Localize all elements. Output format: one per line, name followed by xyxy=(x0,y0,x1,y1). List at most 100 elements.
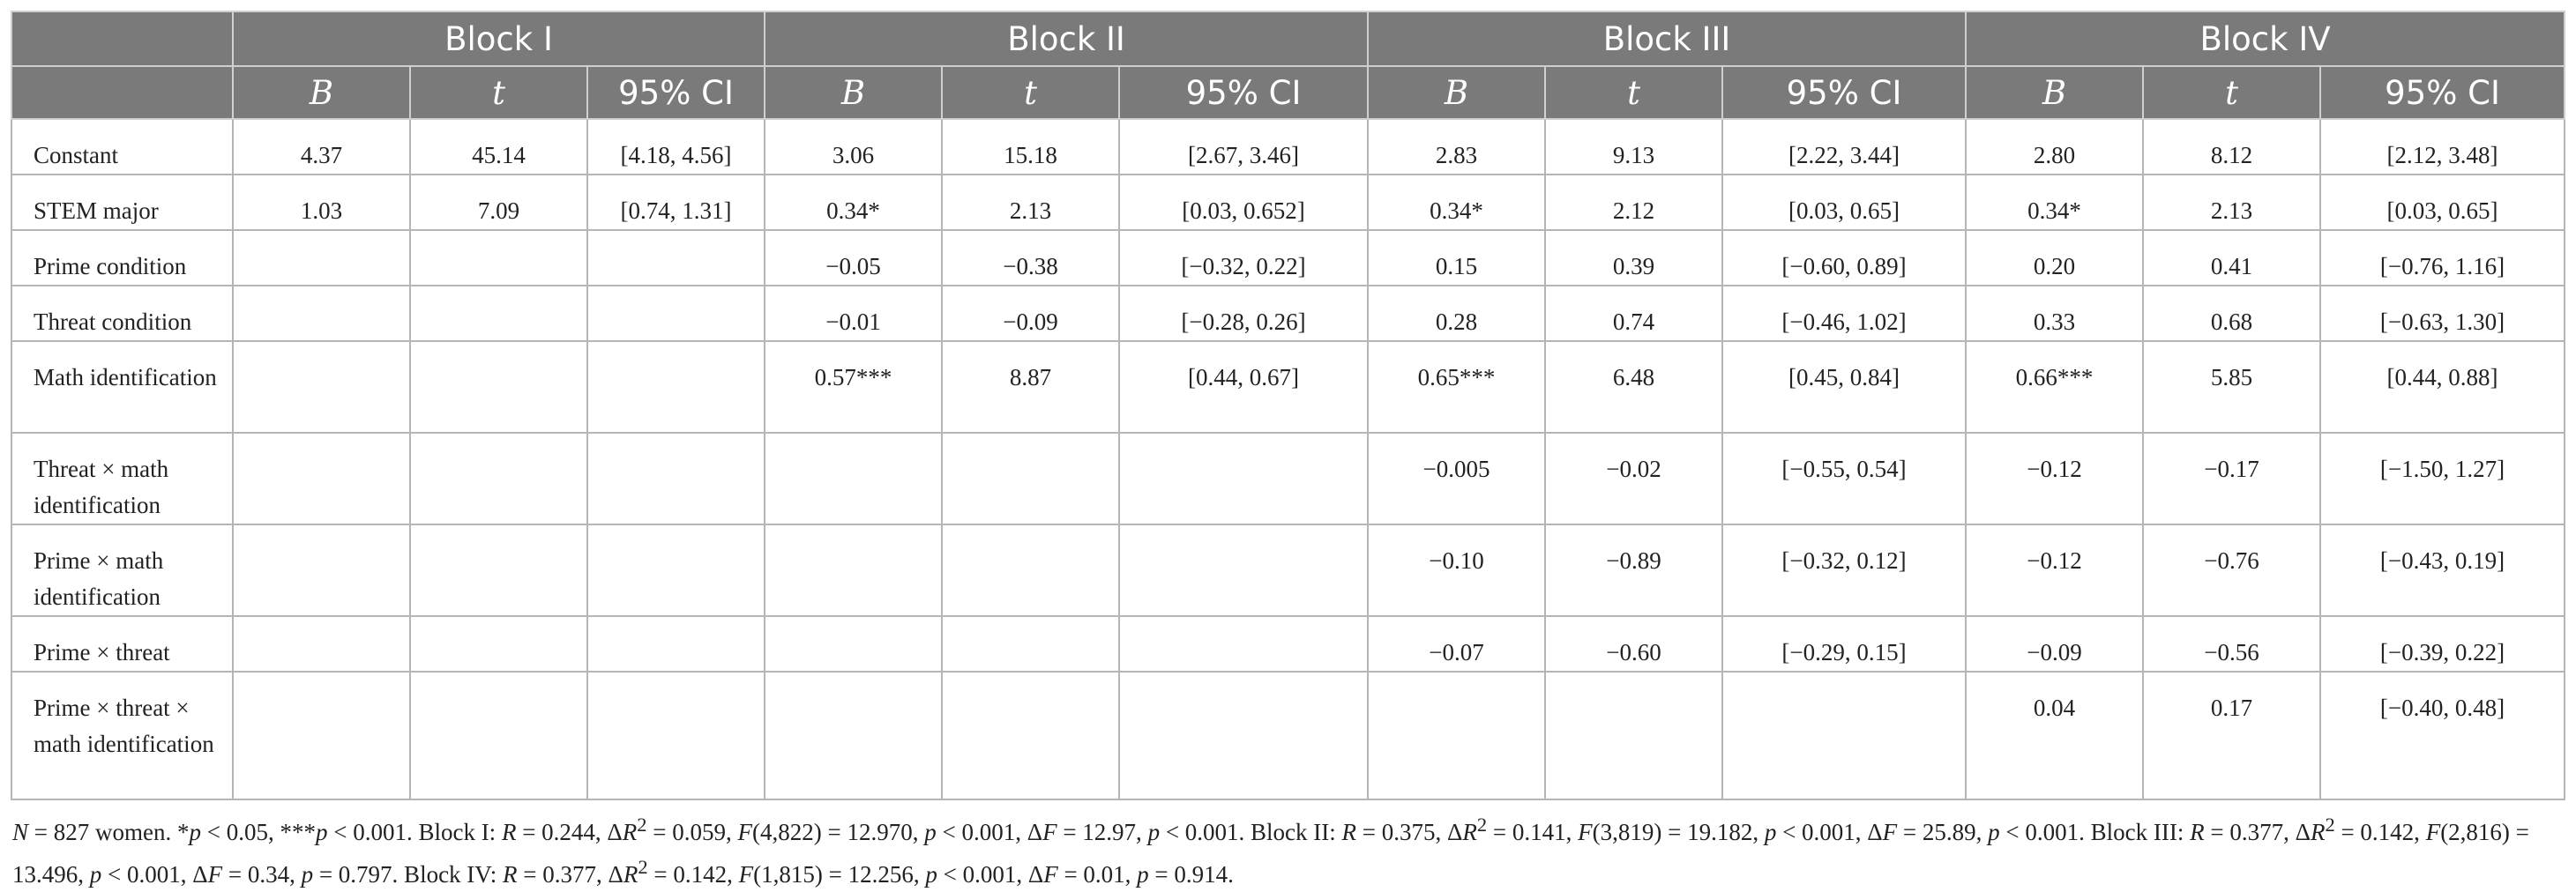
table-cell: 5.85 xyxy=(2142,340,2322,434)
table-cell: [0.03, 0.652] xyxy=(1118,174,1370,231)
table-cell xyxy=(1118,524,1370,617)
table-cell xyxy=(586,340,766,434)
table-cell: −0.09 xyxy=(1965,615,2145,673)
table-cell: [0.03, 0.65] xyxy=(1721,174,1967,231)
table-cell: 2.12 xyxy=(1544,174,1724,231)
table-cell xyxy=(232,229,411,286)
table-cell xyxy=(409,432,588,525)
table-cell xyxy=(409,524,588,617)
table-header: Block I Block II Block III Block IV B t … xyxy=(11,11,2566,120)
table-cell xyxy=(941,671,1121,800)
table-cell: [0.74, 1.31] xyxy=(586,174,766,231)
table-cell: [0.03, 0.65] xyxy=(2319,174,2566,231)
stat-header-ci: 95% CI xyxy=(1721,65,1967,120)
table-cell: [−0.60, 0.89] xyxy=(1721,229,1967,286)
table-cell: −0.05 xyxy=(764,229,944,286)
table-cell: 2.80 xyxy=(1965,118,2145,175)
table-row: STEM major 1.03 7.09 [0.74, 1.31] 0.34* … xyxy=(11,174,2566,231)
table-cell xyxy=(232,524,411,617)
table-cell: −0.09 xyxy=(941,285,1121,342)
stat-header-b: B xyxy=(1367,65,1547,120)
row-label: Threat × math identification xyxy=(11,432,234,525)
corner-cell xyxy=(11,65,234,120)
table-row: Prime × threat −0.07 −0.60 [−0.29, 0.15]… xyxy=(11,615,2566,673)
table-cell xyxy=(764,615,944,673)
table-cell: [−0.76, 1.16] xyxy=(2319,229,2566,286)
regression-table-figure: Block I Block II Block III Block IV B t … xyxy=(11,11,2566,892)
table-cell: [−0.43, 0.19] xyxy=(2319,524,2566,617)
table-cell: 15.18 xyxy=(941,118,1121,175)
block-header: Block II xyxy=(764,11,1370,67)
table-cell: 0.17 xyxy=(2142,671,2322,800)
table-cell: 0.57*** xyxy=(764,340,944,434)
table-cell xyxy=(1544,671,1724,800)
table-cell xyxy=(586,615,766,673)
stat-header-row: B t 95% CI B t 95% CI B t 95% CI B t 95%… xyxy=(11,65,2566,120)
table-cell xyxy=(586,285,766,342)
table-cell: 2.13 xyxy=(2142,174,2322,231)
table-cell: [−0.28, 0.26] xyxy=(1118,285,1370,342)
stat-header-b: B xyxy=(764,65,944,120)
table-cell: [0.44, 0.88] xyxy=(2319,340,2566,434)
table-cell: −0.17 xyxy=(2142,432,2322,525)
stat-header-t: t xyxy=(941,65,1121,120)
table-cell xyxy=(586,524,766,617)
row-label: Constant xyxy=(11,118,234,175)
table-cell: −0.12 xyxy=(1965,524,2145,617)
corner-cell xyxy=(11,11,234,67)
table-cell xyxy=(1118,432,1370,525)
table-cell: 0.34* xyxy=(1965,174,2145,231)
table-row: Threat × math identification −0.005 −0.0… xyxy=(11,432,2566,525)
table-cell xyxy=(232,615,411,673)
table-row: Threat condition −0.01 −0.09 [−0.28, 0.2… xyxy=(11,285,2566,342)
table-cell: 1.03 xyxy=(232,174,411,231)
table-cell: 45.14 xyxy=(409,118,588,175)
table-footnote: N = 827 women. *p < 0.05, ***p < 0.001. … xyxy=(12,814,2529,888)
table-cell: 0.15 xyxy=(1367,229,1547,286)
table-cell xyxy=(232,432,411,525)
table-cell: [−0.29, 0.15] xyxy=(1721,615,1967,673)
stat-header-t: t xyxy=(1544,65,1724,120)
table-cell: 7.09 xyxy=(409,174,588,231)
table-cell: 0.68 xyxy=(2142,285,2322,342)
table-cell xyxy=(1721,671,1967,800)
table-cell: −0.12 xyxy=(1965,432,2145,525)
table-cell: −0.38 xyxy=(941,229,1121,286)
table-cell: 0.34* xyxy=(1367,174,1547,231)
table-cell xyxy=(232,285,411,342)
table-cell: −0.005 xyxy=(1367,432,1547,525)
table-cell: 0.33 xyxy=(1965,285,2145,342)
table-cell xyxy=(232,340,411,434)
table-cell: 0.04 xyxy=(1965,671,2145,800)
table-cell xyxy=(409,615,588,673)
table-cell xyxy=(409,229,588,286)
table-cell: −0.89 xyxy=(1544,524,1724,617)
table-cell: [2.22, 3.44] xyxy=(1721,118,1967,175)
stat-header-b: B xyxy=(1965,65,2145,120)
table-cell: 0.74 xyxy=(1544,285,1724,342)
table-cell xyxy=(586,432,766,525)
table-cell: [4.18, 4.56] xyxy=(586,118,766,175)
table-cell: 0.41 xyxy=(2142,229,2322,286)
block-header-row: Block I Block II Block III Block IV xyxy=(11,11,2566,67)
table-cell: 0.34* xyxy=(764,174,944,231)
table-cell xyxy=(941,524,1121,617)
block-header: Block I xyxy=(231,11,766,67)
table-row: Math identification 0.57*** 8.87 [0.44, … xyxy=(11,340,2566,434)
table-cell: −0.76 xyxy=(2142,524,2322,617)
table-cell xyxy=(941,432,1121,525)
table-row: Prime × math identification −0.10 −0.89 … xyxy=(11,524,2566,617)
table-cell: [−1.50, 1.27] xyxy=(2319,432,2566,525)
table-cell: [−0.63, 1.30] xyxy=(2319,285,2566,342)
table-cell: 0.39 xyxy=(1544,229,1724,286)
table-cell xyxy=(586,229,766,286)
table-cell: −0.01 xyxy=(764,285,944,342)
table-cell xyxy=(586,671,766,800)
table-cell: [−0.32, 0.22] xyxy=(1118,229,1370,286)
table-cell: 2.13 xyxy=(941,174,1121,231)
table-cell xyxy=(409,671,588,800)
table-cell: [−0.32, 0.12] xyxy=(1721,524,1967,617)
table-cell: 0.28 xyxy=(1367,285,1547,342)
table-cell: 4.37 xyxy=(232,118,411,175)
table-row: Constant 4.37 45.14 [4.18, 4.56] 3.06 15… xyxy=(11,118,2566,175)
